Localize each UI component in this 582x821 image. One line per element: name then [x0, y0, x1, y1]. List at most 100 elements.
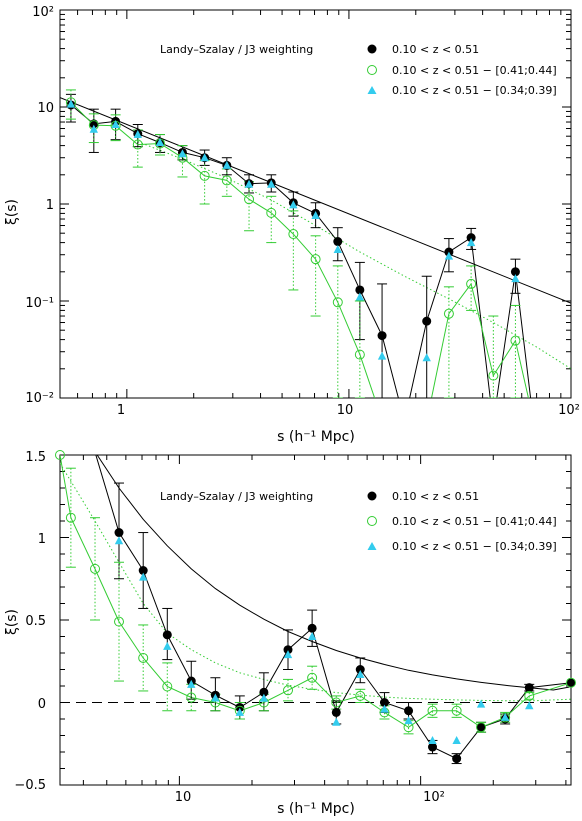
- bottom-y-tick-label: 0: [38, 697, 46, 712]
- data-point-black: [283, 645, 293, 655]
- top-errorbars: [65, 89, 521, 398]
- data-point-green: [132, 139, 143, 150]
- data-point-black: [355, 285, 365, 295]
- data-point-black: [355, 665, 365, 674]
- bottom-legend-label: 0.10 < z < 0.51 − [0.41;0.44]: [392, 515, 557, 528]
- data-point-black: [377, 331, 387, 341]
- data-point-cyan: [178, 149, 187, 158]
- data-point-cyan: [267, 179, 276, 188]
- data-point-green: [138, 652, 149, 663]
- data-point-cyan: [311, 211, 320, 220]
- data-point-cyan: [377, 351, 387, 360]
- bottom-markers: [55, 450, 576, 764]
- bottom-y-tick-label: −0.5: [14, 778, 46, 793]
- bottom-ticks: [60, 454, 571, 786]
- bottom-x-tick-label: 10: [175, 790, 192, 805]
- data-point-cyan: [235, 707, 244, 716]
- data-point-green: [221, 175, 232, 186]
- data-point-cyan: [211, 693, 220, 702]
- data-point-cyan: [500, 712, 510, 721]
- data-point-green: [451, 705, 462, 716]
- data-point-green: [114, 616, 125, 627]
- data-point-black: [524, 683, 534, 693]
- data-point-cyan: [133, 130, 142, 139]
- bottom-legend-label: 0.10 < z < 0.51: [392, 490, 479, 503]
- data-point-black: [379, 698, 389, 707]
- data-point-cyan: [356, 669, 365, 678]
- data-point-cyan: [452, 735, 461, 744]
- bottom-y-tick-label: 1.5: [25, 450, 46, 465]
- bottom-y-tick-label: 0.5: [25, 614, 46, 629]
- data-point-black: [114, 528, 124, 538]
- data-point-green: [354, 349, 365, 360]
- data-point-black: [422, 316, 432, 326]
- data-point-cyan: [511, 274, 520, 283]
- top-y-axis-title: ξ(s): [4, 199, 20, 225]
- data-point-cyan: [444, 251, 454, 260]
- top-panel: 1 10 10² 10⁻² 10⁻¹ 1 10 10² s (h⁻¹ Mpc) …: [4, 5, 580, 445]
- top-markers: [65, 97, 521, 381]
- data-point-black: [428, 742, 438, 752]
- top-y-tick-label: 1: [46, 198, 54, 213]
- dotted-model-line: [137, 141, 571, 370]
- legend-marker-green-open-circle: [367, 516, 377, 526]
- data-point-green: [427, 705, 438, 716]
- bottom-annotation: Landy–Szalay / J3 weighting: [160, 490, 313, 503]
- data-point-cyan: [466, 238, 476, 247]
- top-x-axis-title: s (h⁻¹ Mpc): [277, 429, 355, 445]
- bottom-y-axis-title: ξ(s): [4, 609, 20, 635]
- data-point-cyan: [422, 353, 431, 362]
- data-point-green: [331, 697, 342, 708]
- data-point-cyan: [332, 717, 341, 726]
- top-y-tick-label: 10⁻²: [25, 391, 54, 406]
- data-point-cyan: [259, 693, 269, 702]
- powerlaw-fit-line: [60, 97, 571, 304]
- data-point-black: [566, 678, 576, 688]
- data-point-black: [89, 119, 99, 129]
- data-point-green: [476, 722, 487, 733]
- data-point-black: [452, 754, 462, 764]
- top-x-tick-label: 1: [117, 403, 125, 418]
- data-point-green: [524, 690, 535, 701]
- series-line: [70, 101, 529, 398]
- data-point-black: [259, 687, 269, 697]
- data-point-black: [235, 702, 245, 712]
- data-point-black: [307, 623, 317, 633]
- data-point-green: [307, 672, 318, 683]
- top-x-tick-label: 10²: [558, 403, 580, 418]
- data-point-cyan: [139, 572, 148, 581]
- data-point-cyan: [476, 699, 486, 708]
- data-point-green: [488, 370, 499, 381]
- top-annotation: Landy–Szalay / J3 weighting: [160, 43, 313, 56]
- data-point-black: [510, 267, 520, 277]
- data-point-green: [310, 254, 321, 265]
- top-y-tick-label: 10: [37, 101, 54, 116]
- data-point-black: [466, 233, 476, 243]
- data-point-black: [138, 566, 148, 575]
- data-point-cyan: [66, 99, 76, 108]
- top-legend-label: 0.10 < z < 0.51: [392, 43, 479, 56]
- data-point-cyan: [289, 200, 298, 209]
- data-point-cyan: [307, 632, 317, 640]
- series-line: [60, 455, 571, 728]
- data-point-green: [288, 229, 299, 240]
- data-point-green: [332, 297, 343, 308]
- data-point-black: [162, 630, 172, 640]
- data-point-green: [162, 681, 173, 692]
- data-point-cyan: [187, 679, 196, 688]
- data-point-cyan: [89, 124, 99, 133]
- legend-marker-black-circle: [367, 44, 377, 54]
- top-y-tick-label: 10⁻¹: [25, 296, 54, 311]
- top-legend-label: 0.10 < z < 0.51 − [0.34;0.39]: [392, 84, 557, 97]
- data-point-green: [510, 335, 521, 346]
- data-point-green: [186, 692, 197, 703]
- data-point-cyan: [244, 179, 254, 188]
- data-point-black: [333, 237, 343, 247]
- data-point-green: [90, 563, 101, 574]
- data-point-cyan: [222, 160, 232, 169]
- data-point-cyan: [428, 735, 437, 744]
- top-x-tick-label: 10: [337, 403, 354, 418]
- data-point-cyan: [155, 138, 165, 147]
- data-point-black: [404, 706, 414, 716]
- data-point-cyan: [525, 701, 534, 710]
